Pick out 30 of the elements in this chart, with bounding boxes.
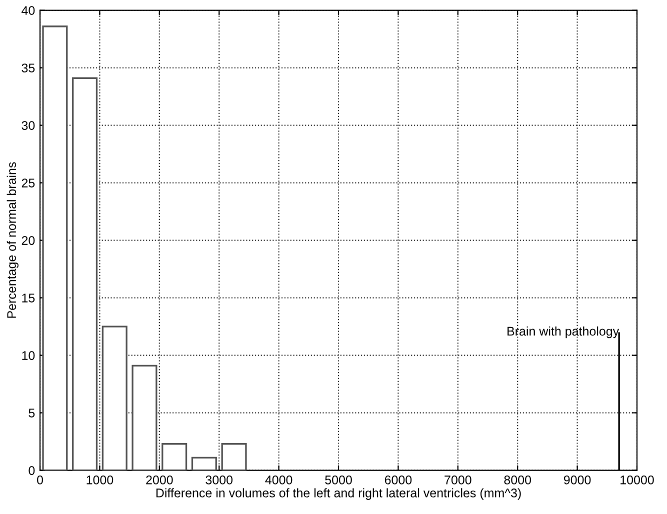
x-tick-label: 10000 <box>620 476 654 484</box>
y-tick-label: 5 <box>28 408 35 418</box>
bar <box>221 443 247 470</box>
y-tick-label: 15 <box>22 294 35 302</box>
y-tick-label: 10 <box>22 351 35 360</box>
x-tick-label: 6000 <box>384 476 412 484</box>
x-axis-title: Difference in volumes of the left and right lateral ventricles (mm^3) <box>156 488 521 500</box>
bar <box>72 77 98 470</box>
x-tick-label: 3000 <box>206 476 233 484</box>
y-tick-label: 35 <box>22 64 35 72</box>
x-tick-label: 2000 <box>146 476 173 484</box>
x-tick-label: 1000 <box>86 476 114 484</box>
bar <box>102 326 128 470</box>
x-tick-label: 5000 <box>325 476 352 484</box>
bar <box>191 456 217 470</box>
x-tick-label: 7000 <box>444 476 472 484</box>
bar <box>162 443 188 470</box>
y-tick-label: 30 <box>22 121 35 130</box>
annotation: Brain with pathology <box>508 326 620 338</box>
y-axis-title: Percentage of normal brains <box>6 162 18 318</box>
y-tick-label: 40 <box>22 6 35 15</box>
y-tick-label: 25 <box>22 178 35 188</box>
y-tick-label: 0 <box>28 466 35 475</box>
x-tick-label: 0 <box>37 476 44 484</box>
x-tick-label: 4000 <box>265 476 292 484</box>
x-tick-label: 8000 <box>504 476 532 484</box>
bar <box>42 26 68 470</box>
x-tick-label: 9000 <box>564 476 591 484</box>
y-tick-label: 20 <box>22 236 35 245</box>
bar <box>132 364 158 470</box>
